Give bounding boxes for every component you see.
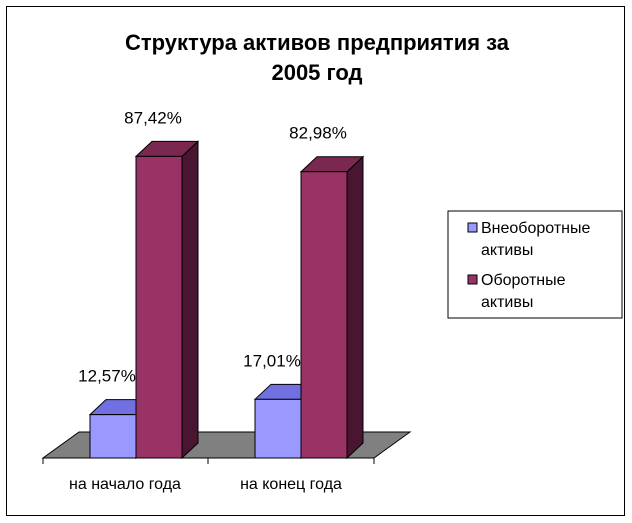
x-tick-label-1: на начало года xyxy=(69,476,181,493)
chart-svg: Структура активов предприятия за 2005 го… xyxy=(41,30,623,493)
data-label-s2-c1: 87,42% xyxy=(124,108,182,127)
plot-area: 12,57% 17,01% 87,42% 82,98% на начало года на… xyxy=(41,108,412,493)
legend-label-series-1-line-1: Внеоборотные xyxy=(481,220,590,237)
legend-label-series-2-line-2: активы xyxy=(481,294,533,311)
bar-s2-c1 xyxy=(135,155,183,459)
x-tick-label-2: на конец года xyxy=(240,476,342,493)
chart-frame: Структура активов предприятия за 2005 го… xyxy=(6,6,625,516)
bar-s2-c2 xyxy=(300,171,348,459)
legend-swatch-series-1 xyxy=(467,222,478,233)
bar-side-s2-c1 xyxy=(181,140,199,460)
bar-s1-c1 xyxy=(89,414,137,459)
legend-label-series-1-line-2: активы xyxy=(481,242,533,259)
bar-s1-c2 xyxy=(254,398,302,459)
legend: Внеоборотные активы Оборотные активы xyxy=(447,210,623,319)
legend-label-series-2-line-1: Оборотные xyxy=(481,272,566,289)
legend-swatch-series-2 xyxy=(467,274,478,285)
chart-title-line-1: Структура активов предприятия за xyxy=(125,30,510,55)
data-label-s1-c2: 17,01% xyxy=(243,351,301,370)
data-label-s1-c1: 12,57% xyxy=(78,367,136,386)
chart-title-line-2: 2005 год xyxy=(271,60,362,85)
bar-side-s2-c2 xyxy=(346,155,364,460)
data-label-s2-c2: 82,98% xyxy=(289,124,347,143)
